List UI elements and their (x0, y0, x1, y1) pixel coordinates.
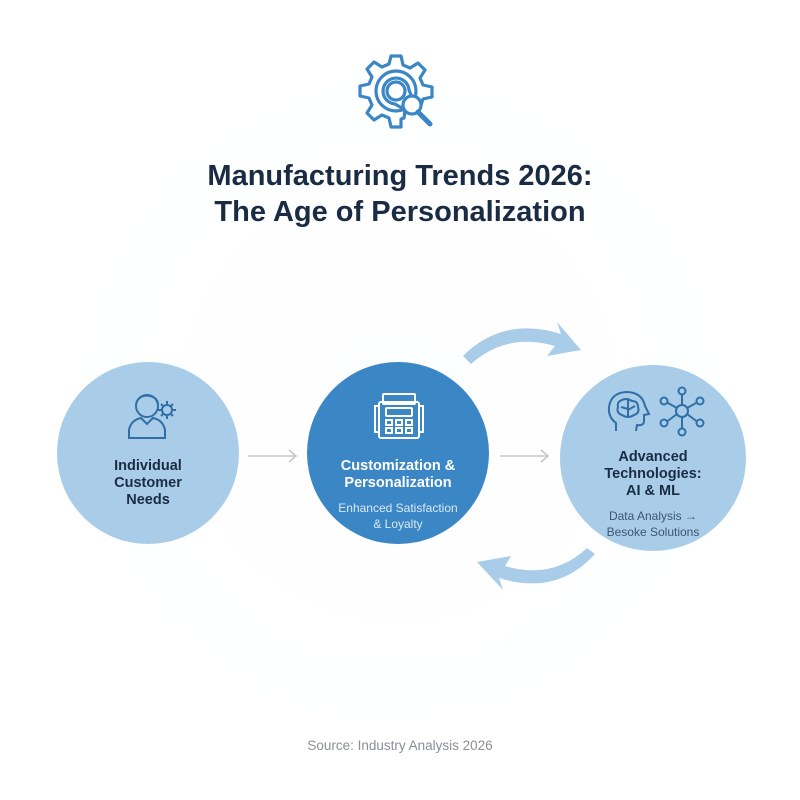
title-line-1: Manufacturing Trends 2026: (207, 160, 593, 192)
node-subtitle: Enhanced Satisfaction & Loyalty (307, 500, 489, 532)
configurator-machine-icon (374, 393, 424, 439)
node-title: Individual Customer Needs (57, 458, 239, 509)
page-title: Manufacturing Trends 2026: The Age of Pe… (0, 158, 800, 230)
node-subtitle-line: & Loyalty (373, 517, 423, 531)
curved-arrow-forward-icon (463, 322, 581, 364)
source-caption: Source: Industry Analysis 2026 (307, 738, 493, 753)
node-title-line: Customer (114, 475, 182, 491)
node-subtitle-line: Besoke Solutions (606, 525, 700, 539)
node-advanced-technologies: Advanced Technologies: AI & ML Data Anal… (560, 365, 746, 551)
person-gear-icon (128, 394, 176, 439)
node-title-line: Needs (126, 492, 170, 508)
node-subtitle-line: Enhanced Satisfaction (338, 501, 458, 515)
node-title-line: Technologies: (604, 466, 702, 482)
node-title: Customization & Personalization (307, 458, 489, 492)
node-customization: Customization & Personalization Enhanced… (307, 362, 489, 544)
node-title-line: Advanced (618, 449, 688, 465)
arrow-right-icon (500, 449, 550, 463)
title-line-2: The Age of Personalization (214, 196, 586, 228)
gear-magnifier-icon (358, 54, 434, 129)
node-title-line: Personalization (344, 475, 452, 491)
node-title: Advanced Technologies: AI & ML (560, 449, 746, 500)
node-subtitle: Data Analysis → Besoke Solutions (560, 508, 746, 540)
node-title-line: AI & ML (626, 483, 680, 499)
network-node-icon (659, 386, 705, 437)
node-individual-needs: Individual Customer Needs (57, 362, 239, 544)
arrow-right-icon (248, 449, 298, 463)
node-title-line: Individual (114, 458, 182, 474)
curved-arrow-back-icon (477, 548, 595, 590)
brain-head-icon (607, 390, 651, 432)
node-subtitle-line: Data Analysis → (608, 509, 698, 523)
node-title-line: Customization & (340, 458, 456, 474)
